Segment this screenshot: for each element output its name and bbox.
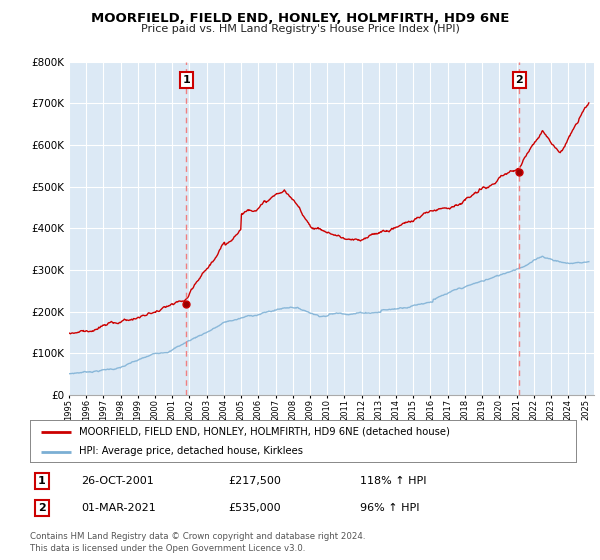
Text: 2: 2: [38, 503, 46, 513]
Text: 1: 1: [182, 75, 190, 85]
Text: HPI: Average price, detached house, Kirklees: HPI: Average price, detached house, Kirk…: [79, 446, 303, 456]
Text: £217,500: £217,500: [228, 476, 281, 486]
Text: MOORFIELD, FIELD END, HONLEY, HOLMFIRTH, HD9 6NE (detached house): MOORFIELD, FIELD END, HONLEY, HOLMFIRTH,…: [79, 427, 450, 437]
Text: Price paid vs. HM Land Registry's House Price Index (HPI): Price paid vs. HM Land Registry's House …: [140, 24, 460, 34]
Text: MOORFIELD, FIELD END, HONLEY, HOLMFIRTH, HD9 6NE: MOORFIELD, FIELD END, HONLEY, HOLMFIRTH,…: [91, 12, 509, 25]
Text: 96% ↑ HPI: 96% ↑ HPI: [360, 503, 419, 513]
Text: Contains HM Land Registry data © Crown copyright and database right 2024.
This d: Contains HM Land Registry data © Crown c…: [30, 533, 365, 553]
Text: £535,000: £535,000: [228, 503, 281, 513]
Text: 118% ↑ HPI: 118% ↑ HPI: [360, 476, 427, 486]
Text: 01-MAR-2021: 01-MAR-2021: [81, 503, 156, 513]
Text: 2: 2: [515, 75, 523, 85]
Text: 1: 1: [38, 476, 46, 486]
Text: 26-OCT-2001: 26-OCT-2001: [81, 476, 154, 486]
